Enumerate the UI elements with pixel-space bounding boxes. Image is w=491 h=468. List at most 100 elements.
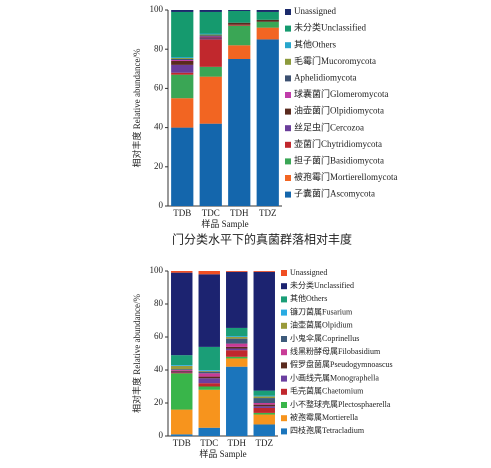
legend-label: 被孢霉属Mortierella [290, 412, 358, 422]
bar-segment [171, 10, 194, 12]
bar-segment [226, 346, 248, 349]
bar-segment [171, 58, 194, 59]
bar-segment [256, 19, 279, 22]
bar-segment [171, 272, 193, 356]
bar-segment [171, 371, 193, 373]
legend-label: 油壶菌属Olpidium [290, 320, 353, 330]
bar-segment [253, 390, 275, 396]
bar-segment [171, 11, 194, 58]
legend-label: 四枝孢属Tetracladium [290, 425, 365, 435]
bar-segment [226, 338, 248, 344]
legend-swatch [281, 362, 287, 369]
bar-segment [199, 34, 222, 36]
bar-segment [171, 372, 193, 374]
bar-segment [199, 38, 222, 40]
bar-segment [171, 365, 193, 366]
bar-segment [256, 21, 279, 28]
legend-swatch [285, 175, 291, 181]
legend-swatch [281, 388, 287, 395]
legend-swatch [285, 158, 291, 165]
bar-segment [253, 396, 275, 399]
legend-label: 毛霉门Mucoromycota [294, 55, 376, 66]
bar-segment [199, 35, 222, 37]
y-axis-label: 相对丰度 Relative abundance/% [131, 48, 142, 167]
x-axis-label: 样品 Sample [199, 448, 246, 459]
bar-segment [226, 271, 248, 272]
legend-label: 被孢霉门Mortierellomycota [294, 171, 397, 182]
bar-segment [171, 271, 193, 273]
bar-segment [253, 398, 275, 403]
bar-segment [198, 389, 220, 428]
bar-segment [171, 57, 194, 59]
bar-segment [228, 59, 251, 206]
legend-label: 其他Others [290, 293, 327, 303]
legend-label: 油壶菌门Olpidiomycota [294, 105, 384, 116]
legend-label: 担子菌门Basidiomycota [294, 154, 384, 165]
legend-label: 假罗盘菌属Pseudogymnoascus [290, 359, 393, 369]
bar-segment [256, 11, 279, 20]
legend-swatch [281, 349, 287, 356]
bar-segment [253, 404, 275, 407]
bar-segment [226, 348, 248, 351]
x-tick-label: TDC [202, 208, 220, 218]
bar-segment [256, 27, 279, 40]
bar-segment [199, 36, 222, 38]
bar-segment [253, 403, 275, 405]
bar-segment [171, 59, 194, 61]
y-tick-label: 100 [150, 4, 164, 14]
bar-segment [228, 10, 251, 23]
bar-segment [171, 409, 193, 435]
bar-segment [171, 60, 194, 65]
caption: 门分类水平下的真菌群落相对丰度 [172, 232, 352, 247]
bar-segment [198, 378, 220, 384]
bar-segment [198, 346, 220, 370]
bar-segment [253, 407, 275, 413]
x-tick-label: TDB [173, 208, 191, 218]
bar-segment [253, 395, 275, 397]
bar-segment [226, 327, 248, 337]
bar-segment [226, 343, 248, 347]
legend-label: 其他Others [294, 38, 336, 49]
legend-label: 小鬼伞属Coprinellus [290, 333, 359, 343]
bar-segment [199, 39, 222, 67]
bar-segment [171, 98, 194, 128]
x-tick-label: TDH [228, 438, 247, 448]
legend-swatch [285, 25, 291, 32]
bar-segment [228, 22, 251, 25]
legend-swatch [281, 309, 287, 316]
bar-segment [199, 37, 222, 39]
legend-label: 子囊菌门Ascomycota [294, 188, 375, 199]
x-tick-label: TDZ [259, 208, 277, 218]
bar-segment [171, 365, 193, 370]
bar-segment [199, 10, 222, 12]
bar-segment [226, 350, 248, 357]
bar-segment [198, 386, 220, 390]
bar-segment [226, 336, 248, 337]
y-tick-label: 20 [154, 397, 164, 407]
bar-segment [198, 373, 220, 377]
bar-segment [171, 370, 193, 371]
bar-segment [199, 76, 222, 124]
bar-segment [171, 355, 193, 366]
y-tick-label: 20 [154, 161, 164, 171]
y-tick-label: 0 [159, 430, 164, 440]
y-tick-label: 80 [154, 298, 164, 308]
bar-segment [199, 123, 222, 206]
y-tick-label: 60 [154, 82, 164, 92]
y-axis-label: 相对丰度 Relative abundance/% [131, 294, 142, 413]
legend-label: Aphelidiomycota [294, 72, 357, 82]
legend-swatch [281, 296, 287, 303]
legend-label: 线黑粉酵母属Filobasidium [290, 346, 381, 356]
legend-label: 未分类Unclassified [290, 280, 354, 290]
legend-swatch [281, 336, 287, 342]
bar-segment [171, 369, 193, 370]
legend-label: 未分类Unclassified [294, 22, 366, 33]
bar-segment [198, 383, 220, 387]
legend-swatch [285, 58, 291, 65]
bar-segment [226, 356, 248, 359]
legend-label: 球囊菌门Glomeromycota [294, 88, 388, 99]
legend-label: Unassigned [290, 268, 327, 277]
legend-swatch [281, 402, 287, 408]
legend-swatch [285, 9, 291, 15]
bar-segment [171, 74, 194, 99]
